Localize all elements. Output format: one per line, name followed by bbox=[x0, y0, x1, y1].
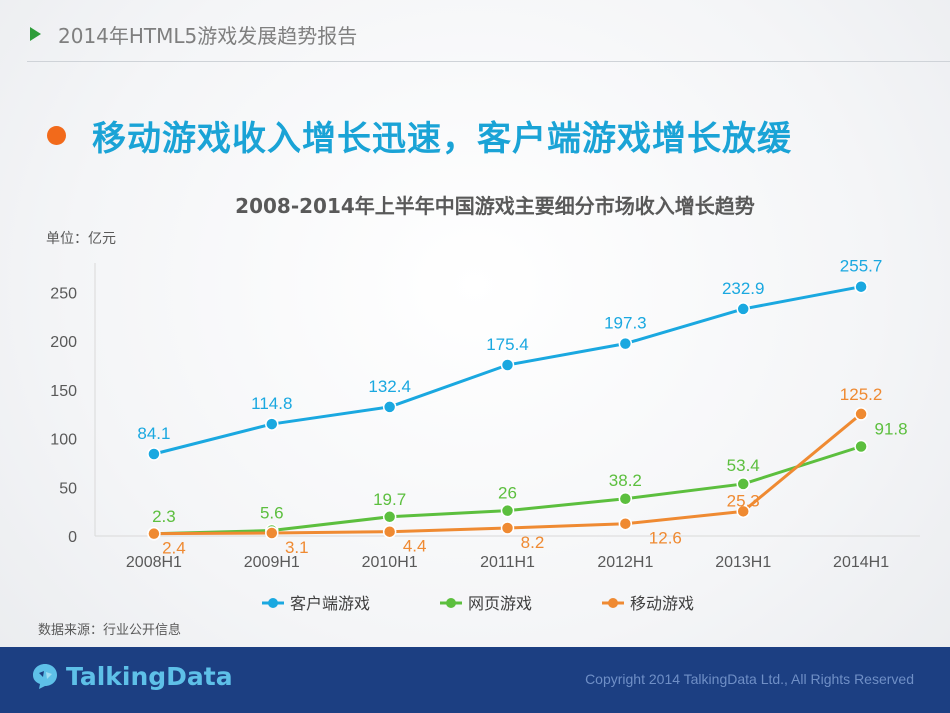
data-point bbox=[736, 504, 750, 519]
data-point bbox=[382, 510, 397, 524]
data-label: 114.8 bbox=[251, 394, 292, 413]
footer-bar: TalkingData Copyright 2014 TalkingData L… bbox=[0, 647, 950, 713]
x-tick-label: 2014H1 bbox=[833, 554, 889, 571]
x-tick-label: 2013H1 bbox=[715, 554, 771, 571]
chart-title: 2008-2014年上半年中国游戏主要细分市场收入增长趋势 bbox=[235, 194, 755, 218]
data-point bbox=[854, 439, 868, 454]
legend-label: 移动游戏 bbox=[630, 594, 694, 613]
data-label: 2.4 bbox=[162, 539, 186, 558]
source-note: 数据来源：行业公开信息 bbox=[38, 623, 182, 638]
legend-marker bbox=[268, 598, 278, 608]
data-label: 84.1 bbox=[137, 424, 170, 443]
brand-name: TalkingData bbox=[66, 661, 233, 691]
data-label: 4.4 bbox=[403, 537, 427, 556]
data-label: 8.2 bbox=[521, 533, 545, 552]
legend-label: 网页游戏 bbox=[468, 594, 532, 613]
x-tick-label: 2012H1 bbox=[597, 554, 653, 571]
headline: 移动游戏收入增长迅速，客户端游戏增长放缓 bbox=[47, 110, 792, 160]
headline-text: 移动游戏收入增长迅速，客户端游戏增长放缓 bbox=[92, 118, 792, 159]
play-triangle-icon bbox=[30, 27, 41, 41]
data-label: 38.2 bbox=[609, 471, 642, 490]
x-tick-label: 2008H1 bbox=[126, 554, 182, 571]
data-point bbox=[854, 407, 868, 421]
data-label: 255.7 bbox=[840, 257, 883, 276]
data-point bbox=[147, 447, 161, 461]
data-label: 25.3 bbox=[727, 491, 760, 510]
header-divider bbox=[27, 61, 950, 62]
data-point bbox=[736, 477, 750, 491]
data-point bbox=[736, 302, 750, 316]
data-label: 132.4 bbox=[368, 377, 411, 396]
data-label: 2.3 bbox=[152, 507, 176, 526]
data-label: 5.6 bbox=[260, 504, 284, 523]
data-label: 53.4 bbox=[727, 456, 760, 475]
report-title: 2014年HTML5游戏发展趋势报告 bbox=[58, 24, 358, 48]
line-chart: 0 50 100 150 200 250 2008H1 2009H1 2010H1 2011H1 2… bbox=[50, 257, 920, 613]
data-point bbox=[618, 516, 633, 531]
data-point bbox=[854, 279, 868, 294]
talkingdata-logo: TalkingData bbox=[30, 661, 233, 691]
data-label: 12.6 bbox=[649, 529, 682, 548]
data-point bbox=[618, 492, 633, 506]
data-label: 175.4 bbox=[486, 335, 529, 354]
x-tick-label: 2011H1 bbox=[480, 554, 535, 571]
data-point bbox=[382, 524, 397, 539]
data-label: 125.2 bbox=[840, 385, 883, 404]
data-label: 19.7 bbox=[373, 490, 406, 509]
y-tick-label: 200 bbox=[50, 334, 77, 351]
data-point bbox=[500, 503, 515, 518]
data-point bbox=[500, 358, 515, 372]
y-tick-label: 250 bbox=[50, 285, 77, 302]
legend-label: 客户端游戏 bbox=[290, 594, 370, 613]
x-tick-label: 2010H1 bbox=[362, 554, 418, 571]
slide-header: 2014年HTML5游戏发展趋势报告 bbox=[0, 0, 950, 68]
data-label: 91.8 bbox=[875, 419, 908, 438]
data-label: 3.1 bbox=[285, 538, 309, 557]
data-label: 232.9 bbox=[722, 279, 765, 298]
y-tick-label: 150 bbox=[50, 383, 77, 400]
legend-marker bbox=[446, 598, 456, 608]
legend-marker bbox=[608, 598, 618, 608]
data-point bbox=[147, 526, 161, 541]
data-point bbox=[265, 417, 279, 431]
y-tick-label: 50 bbox=[59, 480, 77, 497]
data-point bbox=[265, 526, 279, 540]
y-tick-label: 100 bbox=[50, 432, 77, 449]
data-label: 26 bbox=[498, 484, 517, 503]
data-point bbox=[500, 521, 515, 535]
copyright-text: Copyright 2014 TalkingData Ltd., All Rig… bbox=[585, 671, 914, 687]
data-point bbox=[618, 336, 633, 351]
x-tick-label: 2009H1 bbox=[244, 554, 300, 571]
speech-bubble-logo-icon bbox=[33, 664, 57, 689]
data-point bbox=[382, 400, 397, 414]
unit-label: 单位：亿元 bbox=[46, 231, 116, 247]
y-tick-label: 0 bbox=[68, 529, 77, 546]
bullet-dot-icon bbox=[47, 125, 66, 145]
data-label: 197.3 bbox=[604, 314, 647, 333]
